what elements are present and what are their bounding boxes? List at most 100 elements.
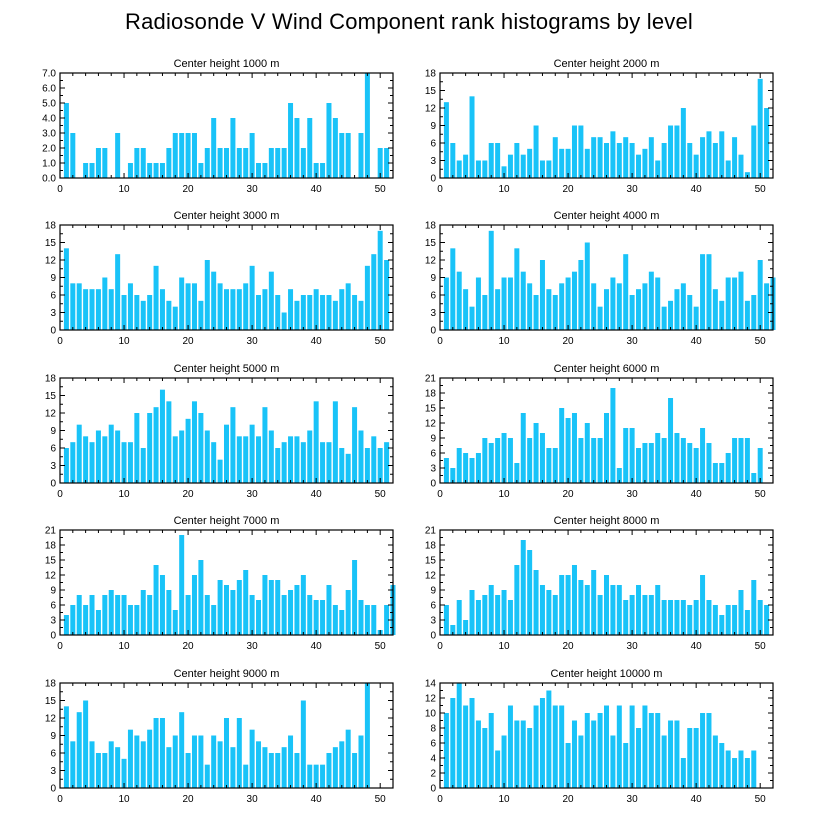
bar: [488, 713, 494, 788]
bar: [364, 605, 370, 635]
y-tick-label: 15: [45, 391, 57, 402]
bar: [520, 540, 526, 635]
x-tick-label: 40: [311, 489, 323, 500]
x-tick-label: 40: [691, 489, 703, 500]
bar: [680, 283, 686, 330]
y-tick-label: 3: [430, 308, 436, 319]
x-tick-label: 20: [183, 794, 195, 805]
y-tick-label: 3.0: [42, 129, 56, 140]
bar: [706, 443, 712, 483]
histogram-panel: Center height 6000 m 0 10 20 30 40 50 0 3 6 9 12 15 1…: [425, 363, 774, 500]
bar: [597, 306, 603, 330]
y-tick-label: 0: [50, 326, 56, 337]
bar: [680, 600, 686, 635]
y-tick-label: 12: [45, 571, 57, 582]
bar: [450, 248, 456, 330]
bar: [140, 590, 146, 635]
bar: [488, 443, 494, 483]
bar: [463, 453, 469, 483]
y-tick-label: 6: [430, 449, 436, 460]
bar: [127, 729, 133, 788]
bar: [623, 743, 629, 788]
bar: [102, 595, 108, 635]
bar: [482, 438, 488, 483]
bar: [648, 443, 654, 483]
bar: [179, 277, 185, 330]
x-tick-label: 30: [627, 336, 639, 347]
bar: [275, 580, 281, 635]
bar: [224, 148, 229, 178]
bar: [313, 764, 319, 788]
bar: [83, 605, 89, 635]
bar: [313, 600, 319, 635]
bar: [288, 735, 294, 788]
bar: [326, 103, 332, 178]
bar: [211, 605, 217, 635]
bar: [501, 433, 507, 483]
bar: [147, 729, 153, 788]
y-tick-label: 2: [430, 769, 436, 780]
bar: [501, 735, 507, 788]
bar: [339, 289, 345, 330]
y-tick-label: 18: [45, 679, 57, 690]
bar: [725, 750, 731, 788]
bar: [294, 585, 300, 635]
bar: [623, 137, 629, 178]
y-tick-label: 5.0: [42, 99, 56, 110]
bar: [584, 585, 590, 635]
bar: [629, 143, 635, 178]
bar: [364, 448, 370, 483]
bar: [661, 438, 667, 483]
bar: [732, 605, 738, 635]
bar: [224, 718, 229, 788]
bar: [166, 747, 172, 788]
bar: [661, 600, 667, 635]
bar: [332, 300, 338, 330]
bar: [546, 690, 552, 788]
bar: [559, 575, 565, 635]
bar: [661, 735, 667, 788]
bar: [243, 283, 249, 330]
histogram-panel: Center height 8000 m 0 10 20 30 40 50 0 3 6 9 12 15 1…: [425, 515, 774, 652]
bar: [236, 148, 242, 178]
bar: [211, 271, 217, 330]
bar: [725, 453, 731, 483]
bar: [236, 718, 242, 788]
histogram-panel: Center height 10000 m 0 10 20 30 40 50 0 2 4 6 8 10 1…: [425, 668, 774, 805]
bar: [636, 448, 642, 483]
bar: [166, 590, 172, 635]
bar: [211, 442, 217, 483]
x-tick-label: 40: [691, 336, 703, 347]
bar: [191, 735, 197, 788]
bar: [648, 137, 654, 178]
bar: [70, 442, 76, 483]
bar: [591, 438, 597, 483]
bar: [764, 108, 770, 178]
y-tick-label: 12: [425, 571, 437, 582]
x-tick-label: 50: [375, 794, 387, 805]
bar: [147, 413, 153, 483]
bar: [559, 148, 565, 178]
bar: [95, 148, 101, 178]
bar: [102, 753, 108, 788]
bar: [108, 741, 114, 788]
bar: [134, 605, 140, 635]
bar: [377, 230, 383, 330]
bar: [288, 436, 294, 483]
bar: [204, 260, 210, 330]
bar: [300, 700, 306, 788]
x-tick-label: 30: [627, 489, 639, 500]
bar: [249, 595, 255, 635]
bar: [661, 143, 667, 178]
bar: [642, 705, 648, 788]
bar: [191, 401, 197, 483]
bar: [115, 595, 121, 635]
bar: [262, 289, 268, 330]
bar: [294, 753, 300, 788]
bar: [584, 713, 590, 788]
bar: [70, 283, 76, 330]
x-tick-label: 20: [563, 184, 575, 195]
panel-title: Center height 1000 m: [174, 58, 280, 70]
bar: [185, 283, 191, 330]
bar: [706, 600, 712, 635]
